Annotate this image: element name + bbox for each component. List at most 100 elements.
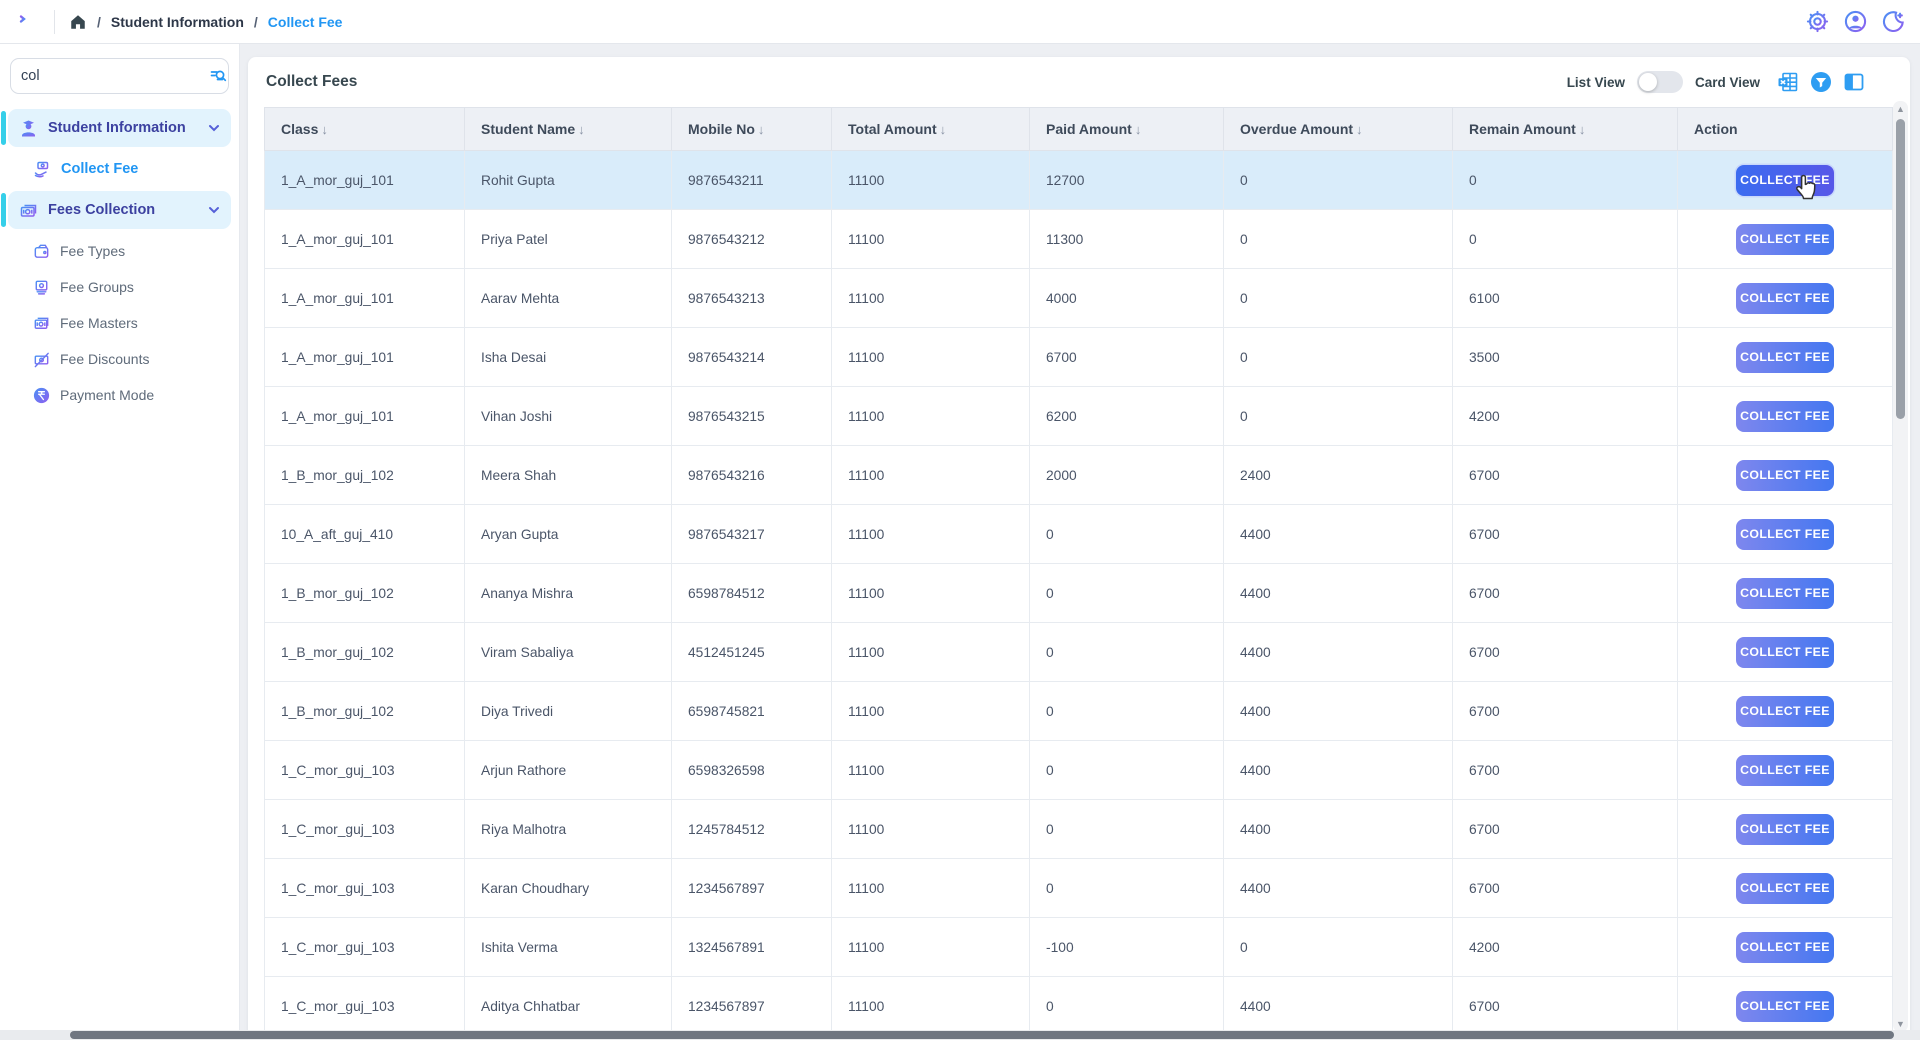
view-toggle[interactable] xyxy=(1636,71,1683,93)
cell-remain-amount: 6700 xyxy=(1452,563,1678,623)
scroll-down-arrow[interactable]: ▼ xyxy=(1896,1019,1905,1029)
horizontal-scroll-thumb[interactable] xyxy=(70,1031,1894,1039)
vertical-scrollbar[interactable]: ▲ ▼ xyxy=(1893,101,1908,1032)
sort-arrow-icon[interactable]: ↓ xyxy=(1578,122,1586,137)
sidebar-item-fee-groups[interactable]: Fee Groups xyxy=(8,270,231,304)
cell-class: 1_C_mor_guj_103 xyxy=(264,799,465,859)
sidebar-item-fee-types[interactable]: Fee Types xyxy=(8,234,231,268)
collect-fee-button[interactable]: COLLECT FEE xyxy=(1736,341,1834,373)
cell-paid-amount: 11300 xyxy=(1029,209,1224,269)
breadcrumb-item-student-information[interactable]: Student Information xyxy=(110,13,244,30)
sort-arrow-icon[interactable]: ↓ xyxy=(321,122,328,137)
cell-total-amount: 11100 xyxy=(831,858,1030,918)
cell-action: COLLECT FEE xyxy=(1677,917,1893,977)
cell-remain-amount: 0 xyxy=(1452,209,1678,269)
collect-fee-button[interactable]: COLLECT FEE xyxy=(1736,459,1834,491)
collect-fee-button[interactable]: COLLECT FEE xyxy=(1736,164,1834,196)
collect-fee-button[interactable]: COLLECT FEE xyxy=(1736,282,1834,314)
column-header-remain-amount[interactable]: Remain Amount ↓ xyxy=(1452,107,1678,151)
main-content: Collect Fees List View Card View xyxy=(240,44,1920,1040)
cell-class: 1_A_mor_guj_101 xyxy=(264,268,465,328)
filter-icon[interactable] xyxy=(1809,70,1833,94)
student-icon xyxy=(18,118,39,139)
cell-student-name: Karan Choudhary xyxy=(464,858,672,918)
cell-remain-amount: 6700 xyxy=(1452,740,1678,800)
cell-action: COLLECT FEE xyxy=(1677,150,1893,210)
collect-fee-button[interactable]: COLLECT FEE xyxy=(1736,813,1834,845)
cell-paid-amount: 6200 xyxy=(1029,386,1224,446)
excel-export-icon[interactable] xyxy=(1776,70,1800,94)
discount-icon xyxy=(32,350,51,369)
fees-table-wrap: Class ↓ Student Name ↓ Mobile No ↓ Total Amoun… xyxy=(264,107,1894,1036)
breadcrumb-separator: / xyxy=(253,13,258,30)
settings-gear-icon[interactable] xyxy=(1804,9,1830,35)
horizontal-scrollbar[interactable] xyxy=(0,1030,1920,1040)
collect-fee-button[interactable]: COLLECT FEE xyxy=(1736,754,1834,786)
collect-fee-button[interactable]: COLLECT FEE xyxy=(1736,990,1834,1022)
column-header-total-amount[interactable]: Total Amount ↓ xyxy=(831,107,1030,151)
vertical-scroll-thumb[interactable] xyxy=(1896,119,1905,419)
cell-student-name: Rohit Gupta xyxy=(464,150,672,210)
sidebar-collapse-icon[interactable] xyxy=(14,7,44,37)
cell-overdue-amount: 4400 xyxy=(1223,976,1453,1036)
profile-icon[interactable] xyxy=(1842,9,1868,35)
column-header-class[interactable]: Class ↓ xyxy=(264,107,465,151)
cell-paid-amount: 0 xyxy=(1029,681,1224,741)
chevron-down-icon xyxy=(207,121,221,135)
cell-action: COLLECT FEE xyxy=(1677,209,1893,269)
sidebar-item-payment-mode[interactable]: Payment Mode xyxy=(8,378,231,412)
cell-remain-amount: 6700 xyxy=(1452,622,1678,682)
cell-total-amount: 11100 xyxy=(831,681,1030,741)
sort-arrow-icon[interactable]: ↓ xyxy=(1134,122,1142,137)
scroll-up-arrow[interactable]: ▲ xyxy=(1896,104,1905,114)
collect-fee-button[interactable]: COLLECT FEE xyxy=(1736,518,1834,550)
sort-arrow-icon[interactable]: ↓ xyxy=(757,122,765,137)
search-icon[interactable] xyxy=(208,66,228,86)
column-header-mobile-no[interactable]: Mobile No ↓ xyxy=(671,107,832,151)
column-header-overdue-amount[interactable]: Overdue Amount ↓ xyxy=(1223,107,1453,151)
cell-remain-amount: 3500 xyxy=(1452,327,1678,387)
sort-arrow-icon[interactable]: ↓ xyxy=(578,122,585,137)
search-input[interactable] xyxy=(21,68,208,84)
collect-fee-button[interactable]: COLLECT FEE xyxy=(1736,577,1834,609)
chevron-down-icon xyxy=(207,203,221,217)
cell-mobile-no: 6598326598 xyxy=(671,740,832,800)
sidebar-item-fees-collection[interactable]: Fees Collection xyxy=(1,191,231,229)
collect-fee-button[interactable]: COLLECT FEE xyxy=(1736,636,1834,668)
cell-remain-amount: 6700 xyxy=(1452,681,1678,741)
collect-fee-button[interactable]: COLLECT FEE xyxy=(1736,400,1834,432)
sidebar-item-collect-fee[interactable]: Collect Fee xyxy=(8,152,231,186)
cell-total-amount: 11100 xyxy=(831,268,1030,328)
cell-student-name: Riya Malhotra xyxy=(464,799,672,859)
cell-paid-amount: 0 xyxy=(1029,976,1224,1036)
sidebar-item-label: Fee Discounts xyxy=(60,351,150,367)
cell-total-amount: 11100 xyxy=(831,622,1030,682)
sidebar-item-student-information[interactable]: Student Information xyxy=(1,109,231,147)
card-header: Collect Fees List View Card View xyxy=(248,57,1910,107)
collect-fee-button[interactable]: COLLECT FEE xyxy=(1736,223,1834,255)
table-row: 10_A_aft_guj_410 Aryan Gupta 9876543217 111… xyxy=(264,504,1893,564)
cell-student-name: Ananya Mishra xyxy=(464,563,672,623)
breadcrumb-item-collect-fee[interactable]: Collect Fee xyxy=(267,13,343,30)
column-header-student-name[interactable]: Student Name ↓ xyxy=(464,107,672,151)
cell-total-amount: 11100 xyxy=(831,563,1030,623)
cell-total-amount: 11100 xyxy=(831,327,1030,387)
collect-fee-button[interactable]: COLLECT FEE xyxy=(1736,872,1834,904)
table-row: 1_B_mor_guj_102 Ananya Mishra 6598784512 11… xyxy=(264,563,1893,623)
sort-arrow-icon[interactable]: ↓ xyxy=(939,122,947,137)
collect-fee-button[interactable]: COLLECT FEE xyxy=(1736,931,1834,963)
sidebar-item-fee-discounts[interactable]: Fee Discounts xyxy=(8,342,231,376)
column-header-paid-amount[interactable]: Paid Amount ↓ xyxy=(1029,107,1224,151)
sidebar-item-fee-masters[interactable]: Fee Masters xyxy=(8,306,231,340)
cell-overdue-amount: 0 xyxy=(1223,917,1453,977)
table-tool-icons xyxy=(1776,70,1866,94)
cell-student-name: Vihan Joshi xyxy=(464,386,672,446)
home-icon[interactable] xyxy=(69,13,87,31)
cell-action: COLLECT FEE xyxy=(1677,327,1893,387)
sort-arrow-icon[interactable]: ↓ xyxy=(1356,122,1363,137)
cell-student-name: Meera Shah xyxy=(464,445,672,505)
dark-mode-moon-icon[interactable] xyxy=(1880,9,1906,35)
column-layout-icon[interactable] xyxy=(1842,70,1866,94)
cell-overdue-amount: 4400 xyxy=(1223,799,1453,859)
collect-fee-button[interactable]: COLLECT FEE xyxy=(1736,695,1834,727)
